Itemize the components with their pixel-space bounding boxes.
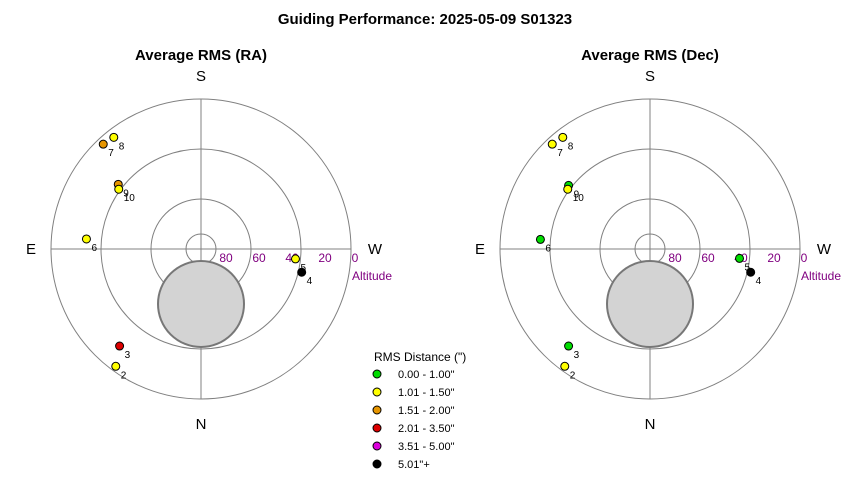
panel-title: Average RMS (Dec) (581, 47, 719, 64)
altitude-tick-label: 0 (352, 251, 359, 265)
panel-dec: Average RMS (Dec)SNEW806040200Altitude23… (475, 47, 841, 433)
altitude-axis-label: Altitude (801, 269, 841, 283)
data-point (81, 234, 91, 244)
data-point (547, 139, 557, 149)
legend-swatch (372, 423, 382, 433)
legend-item-label: 2.01 - 3.50" (398, 423, 455, 435)
legend-swatch (372, 387, 382, 397)
data-point-label: 2 (121, 370, 127, 381)
legend-swatch (372, 405, 382, 415)
data-point-label: 5 (745, 262, 751, 273)
compass-south: S (196, 68, 206, 85)
data-point-label: 3 (574, 350, 580, 361)
data-point (564, 341, 574, 351)
panel-title: Average RMS (RA) (135, 47, 267, 64)
data-point-label: 5 (300, 263, 306, 274)
moon-disc (606, 260, 694, 348)
altitude-tick-label: 20 (767, 251, 781, 265)
data-point (558, 132, 568, 142)
legend-swatch (372, 369, 382, 379)
data-point (111, 361, 121, 371)
altitude-tick-label: 20 (318, 251, 332, 265)
panel-ra: Average RMS (RA)SNEW806040200Altitude234… (26, 47, 392, 433)
data-point (735, 253, 745, 263)
compass-east: E (475, 241, 485, 258)
data-point-label: 8 (568, 141, 574, 152)
data-point-label: 9 (574, 189, 580, 200)
data-point-label: 3 (125, 350, 131, 361)
data-point (297, 267, 307, 277)
altitude-tick-label: 80 (668, 251, 682, 265)
legend-title: RMS Distance (") (374, 350, 466, 364)
data-point (115, 341, 125, 351)
data-point-label: 10 (573, 193, 585, 204)
altitude-tick-label: 60 (252, 251, 266, 265)
data-point (98, 139, 108, 149)
compass-east: E (26, 241, 36, 258)
data-point-label: 7 (108, 148, 114, 159)
data-point-label: 9 (123, 188, 129, 199)
data-point-label: 8 (119, 141, 125, 152)
chart-title: Guiding Performance: 2025-05-09 S01323 (278, 11, 572, 28)
altitude-tick-label: 80 (219, 251, 233, 265)
compass-north: N (645, 416, 656, 433)
compass-west: W (368, 241, 383, 258)
legend-item-label: 5.01"+ (398, 459, 430, 471)
legend: RMS Distance (") 0.00 - 1.00" 1.01 - 1.50… (372, 350, 466, 471)
legend-swatch (372, 459, 382, 469)
data-point-label: 7 (557, 148, 563, 159)
altitude-axis-label: Altitude (352, 269, 392, 283)
moon-disc (157, 260, 245, 348)
altitude-tick-label: 0 (801, 251, 808, 265)
data-point-label: 2 (570, 370, 576, 381)
compass-south: S (645, 68, 655, 85)
data-point (563, 184, 573, 194)
compass-west: W (817, 241, 832, 258)
compass-north: N (196, 416, 207, 433)
data-point-label: 6 (545, 243, 551, 254)
data-point (109, 132, 119, 142)
data-point (535, 234, 545, 244)
legend-item-label: 3.51 - 5.00" (398, 441, 455, 453)
data-point (290, 254, 300, 264)
data-point (560, 361, 570, 371)
altitude-tick-label: 60 (701, 251, 715, 265)
data-point-label: 6 (91, 243, 97, 254)
data-point (114, 184, 124, 194)
data-point-label: 4 (756, 276, 762, 287)
legend-swatch (372, 441, 382, 451)
data-point (746, 267, 756, 277)
legend-item-label: 1.51 - 2.00" (398, 405, 455, 417)
legend-item-label: 1.01 - 1.50" (398, 387, 455, 399)
legend-item-label: 0.00 - 1.00" (398, 369, 455, 381)
data-point-label: 10 (124, 193, 136, 204)
data-point-label: 4 (307, 276, 313, 287)
